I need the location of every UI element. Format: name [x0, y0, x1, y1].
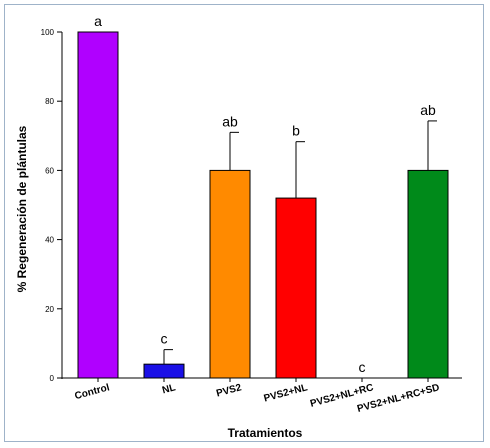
- significance-letter: c: [161, 331, 168, 347]
- y-axis-title: % Regeneración de plántulas: [15, 125, 29, 292]
- y-tick-label: 20: [45, 305, 54, 314]
- significance-letter: c: [359, 359, 366, 375]
- bar-nl: [143, 363, 185, 379]
- significance-letter: ab: [222, 113, 238, 129]
- significance-letter: a: [94, 13, 102, 29]
- y-tick-label: 40: [45, 236, 54, 245]
- bar-control: [77, 31, 119, 379]
- x-tick-label: PVS2+NL: [263, 382, 309, 404]
- bar-pvs2-nl: [275, 197, 317, 379]
- y-tick-label: 80: [45, 97, 54, 106]
- y-tick-label: 100: [41, 28, 55, 37]
- x-axis-title: Tratamientos: [228, 426, 303, 440]
- y-tick-label: 0: [50, 374, 55, 383]
- x-tick-label: NL: [161, 382, 177, 396]
- bar-pvs2-nl-rc-sd: [407, 169, 449, 379]
- plot-area: 020406080100aControlcNLabPVS2bPVS2+NLcPV…: [41, 13, 462, 415]
- bar-pvs2: [209, 169, 251, 379]
- significance-letter: ab: [420, 102, 436, 118]
- x-tick-label: Control: [74, 382, 111, 402]
- significance-letter: b: [292, 123, 300, 139]
- x-tick-label: PVS2: [215, 382, 243, 399]
- y-tick-label: 60: [45, 166, 54, 175]
